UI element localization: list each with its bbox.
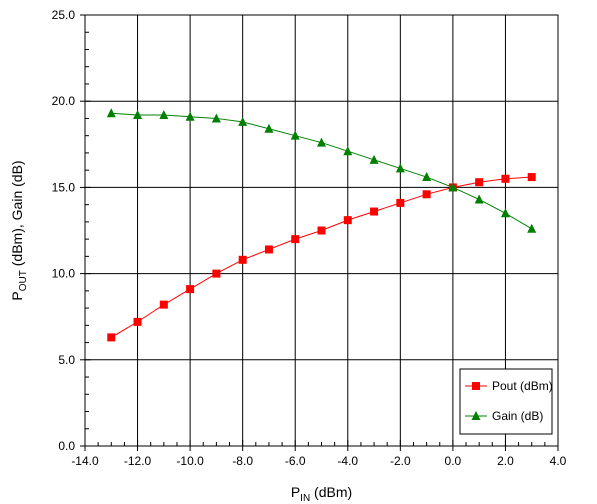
data-point xyxy=(396,198,405,207)
x-tick-label: 4.0 xyxy=(550,454,567,468)
y-tick-label: 25.0 xyxy=(52,8,76,22)
data-point xyxy=(343,146,353,156)
data-point xyxy=(186,285,195,294)
y-tick-label: 20.0 xyxy=(52,94,76,108)
data-point xyxy=(527,223,537,233)
y-axis-ticks: 0.0 5.0 10.0 15.0 20.0 25.0 xyxy=(52,8,85,453)
data-point xyxy=(317,137,326,147)
legend-marker xyxy=(471,411,481,420)
legend-entry: Pout (dBm) xyxy=(465,379,553,393)
data-point xyxy=(264,245,273,254)
series-triangle xyxy=(106,108,537,233)
data-point xyxy=(501,174,510,183)
data-point xyxy=(291,235,300,244)
data-point xyxy=(343,216,352,225)
data-point xyxy=(133,109,143,119)
x-tick-label: -4.0 xyxy=(337,454,358,468)
data-point xyxy=(448,182,458,192)
legend-marker xyxy=(472,382,480,390)
x-tick-label: -6.0 xyxy=(285,454,306,468)
data-point xyxy=(107,333,116,342)
legend: Pout (dBm) Gain (dB) xyxy=(459,368,553,435)
grid-lines xyxy=(85,15,558,446)
data-point xyxy=(369,154,379,164)
data-point xyxy=(475,178,484,187)
data-point xyxy=(133,317,142,326)
x-axis-ticks: -14.0 -12.0 -10.0 -8.0 -6.0 -4.0 -2.0 0.0 2.0 4.0 xyxy=(71,446,567,468)
data-point xyxy=(211,113,221,123)
y-tick-label: 10.0 xyxy=(52,267,76,281)
data-point xyxy=(422,172,432,182)
legend-entry: Gain (dB) xyxy=(465,409,543,423)
data-point xyxy=(290,130,300,140)
data-point xyxy=(212,269,221,278)
x-tick-label: -14.0 xyxy=(71,454,99,468)
y-tick-label: 15.0 xyxy=(52,180,76,194)
data-point xyxy=(159,300,168,309)
x-tick-label: 0.0 xyxy=(445,454,462,468)
x-tick-label: -10.0 xyxy=(176,454,204,468)
data-point xyxy=(185,111,195,121)
data-series xyxy=(106,108,537,342)
x-tick-label: -8.0 xyxy=(232,454,253,468)
data-point xyxy=(159,109,169,119)
series-square xyxy=(107,173,536,342)
series-line xyxy=(111,176,532,338)
legend-label: Gain (dB) xyxy=(492,409,543,423)
x-tick-label: -2.0 xyxy=(390,454,411,468)
x-axis-title: PIN (dBm) xyxy=(291,484,352,504)
data-point xyxy=(500,208,510,218)
data-point xyxy=(317,226,326,235)
data-point xyxy=(474,194,484,204)
data-point xyxy=(370,207,379,216)
data-point xyxy=(395,163,405,173)
data-point xyxy=(527,173,536,182)
data-point xyxy=(106,108,116,118)
legend-label: Pout (dBm) xyxy=(492,379,553,393)
y-tick-label: 0.0 xyxy=(58,439,75,453)
data-point xyxy=(264,123,274,133)
data-point xyxy=(238,116,248,126)
y-axis-title: POUT (dBm), Gain (dB) xyxy=(9,160,29,300)
legend-box xyxy=(459,368,553,435)
series-line xyxy=(111,112,532,230)
x-tick-label: -12.0 xyxy=(124,454,152,468)
data-point xyxy=(422,190,431,199)
y-tick-label: 5.0 xyxy=(58,353,75,367)
plot-area xyxy=(84,14,559,447)
x-tick-label: 2.0 xyxy=(497,454,514,468)
data-point xyxy=(238,255,247,264)
